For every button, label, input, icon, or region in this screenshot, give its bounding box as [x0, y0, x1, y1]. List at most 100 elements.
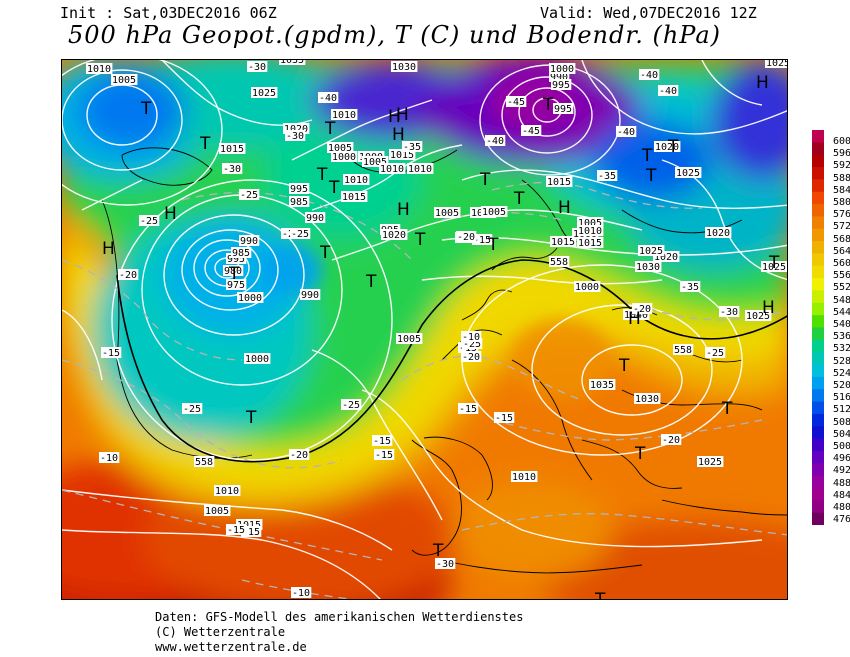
label-background [658, 85, 679, 96]
low-pressure-marker: T [618, 356, 630, 376]
color-scale-label: 596 [833, 148, 850, 160]
contour-label-layer: 558 558 558 [194, 256, 694, 468]
pressure-label: 1000 [245, 354, 269, 365]
color-scale-swatch [812, 364, 824, 378]
high-pressure-marker: H [396, 105, 409, 125]
color-scale-swatch [812, 241, 824, 254]
label-background [247, 61, 268, 72]
contour-558 [116, 259, 787, 463]
pressure-label: 1015 [220, 144, 244, 155]
label-background [389, 149, 416, 160]
weather-map: 1010 1005 1035 1030 1025 1025 1020 1015 1010 1005… [61, 59, 788, 600]
pressure-label: 1015 [578, 238, 602, 249]
temp-label: -40 [617, 127, 635, 138]
temp-label: -40 [659, 86, 677, 97]
pressure-label: 1010 [380, 164, 404, 175]
label-background [290, 228, 311, 239]
color-scale-label: 512 [833, 404, 850, 416]
color-scale-label: 488 [833, 477, 850, 489]
low-pressure-marker: T [414, 230, 426, 250]
label-background [634, 393, 661, 404]
label-background [226, 524, 247, 535]
color-scale-swatch [812, 228, 824, 242]
pressure-label: 990 [550, 72, 568, 83]
pressure-label: 990 [240, 236, 258, 247]
pressure-label: 1010 [332, 110, 356, 121]
temp-label: -20 [633, 304, 651, 315]
low-pressure-marker: T [319, 243, 331, 263]
label-background [341, 191, 368, 202]
label-background [341, 399, 362, 410]
label-background [194, 456, 215, 467]
label-background [546, 176, 573, 187]
label-background [506, 96, 527, 107]
low-pressure-marker: T [199, 134, 211, 154]
label-background [639, 69, 660, 80]
isobars [62, 60, 787, 599]
temp-label: -35 [681, 282, 699, 293]
low-pressure-marker: T [245, 408, 257, 428]
label-background [577, 237, 604, 248]
label-background [300, 289, 321, 300]
label-background [458, 403, 479, 414]
label-background [99, 452, 120, 463]
temp-label: -20 [462, 352, 480, 363]
pressure-label: 1030 [635, 394, 659, 405]
pressure-label: 1040 [624, 310, 648, 321]
label-background [111, 74, 138, 85]
temp-label: -30 [223, 164, 241, 175]
pressure-label: 1020 [382, 230, 406, 241]
color-scale-label: 552 [833, 282, 850, 294]
color-scale-label: 496 [833, 453, 850, 465]
pressure-label: 975 [227, 280, 245, 291]
color-scale-label: 508 [833, 416, 850, 428]
low-pressure-marker: T [542, 95, 554, 115]
color-scale-swatch [812, 450, 824, 464]
color-scale-swatch [812, 142, 824, 156]
temp-label: -20 [119, 270, 137, 281]
label-background [553, 103, 574, 114]
label-background [291, 587, 312, 598]
label-background [719, 306, 740, 317]
website: www.wetterzentrale.de [155, 640, 307, 654]
color-scale-label: 584 [833, 184, 850, 196]
label-background [226, 279, 247, 290]
temp-label: -25 [463, 339, 481, 350]
label-background [654, 141, 681, 152]
low-pressure-marker: T [768, 253, 780, 273]
low-pressure-marker: T [513, 189, 525, 209]
pressure-label: 1005 [112, 75, 136, 86]
color-scale-label: 564 [833, 245, 850, 257]
color-scale-swatch [812, 179, 824, 193]
label-background [597, 170, 618, 181]
label-background [226, 253, 247, 264]
low-pressure-marker: T [316, 165, 328, 185]
pressure-label: 1015 [390, 150, 414, 161]
label-background [331, 109, 358, 120]
pressure-label: 1020 [284, 124, 308, 135]
pressure-label: 1020 [654, 252, 678, 263]
label-background [549, 256, 570, 267]
pressure-label: 1010 [408, 164, 432, 175]
temp-label: -25 [291, 229, 309, 240]
label-background [219, 143, 246, 154]
label-background [236, 519, 263, 530]
pressure-label: 1020 [706, 228, 730, 239]
temp-label: -25 [140, 216, 158, 227]
color-scale-swatch [812, 475, 824, 489]
pressure-label: 985 [232, 248, 250, 259]
label-background [638, 245, 665, 256]
label-background [623, 309, 650, 320]
pressure-label: 1000 [332, 152, 356, 163]
pressure-label: 1035 [280, 60, 304, 66]
label-background [705, 347, 726, 358]
color-scale-label: 528 [833, 355, 850, 367]
label-background [675, 167, 702, 178]
color-scale-swatch [812, 315, 824, 328]
temp-label: -20 [662, 435, 680, 446]
label-background [616, 126, 637, 137]
credits: Daten: GFS-Modell des amerikanischen Wet… [155, 610, 523, 655]
pressure-label: 1000 [575, 282, 599, 293]
label-background [551, 79, 572, 90]
temp-label: -40 [640, 70, 658, 81]
